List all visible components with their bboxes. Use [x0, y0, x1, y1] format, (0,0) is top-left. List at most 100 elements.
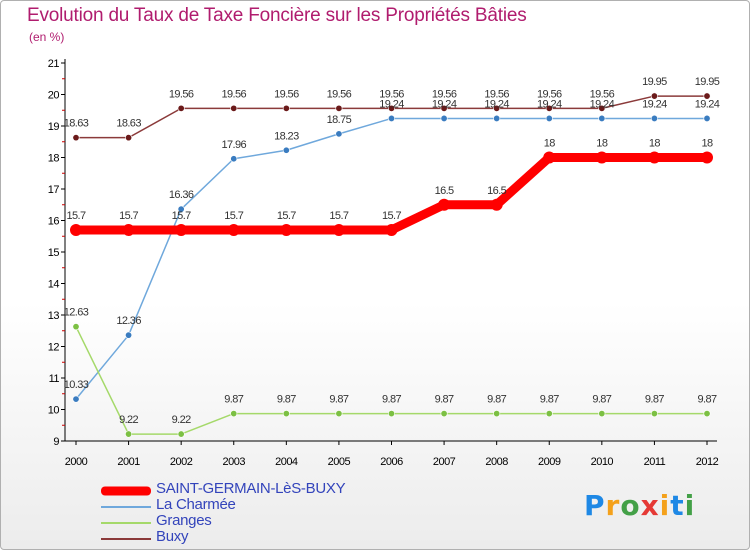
data-label: 19.56 — [590, 88, 615, 100]
data-label: 18.75 — [327, 114, 352, 126]
data-point — [595, 151, 608, 164]
data-point — [493, 114, 501, 122]
data-label: 12.36 — [116, 315, 141, 327]
data-label: 9.87 — [487, 394, 506, 406]
data-point — [703, 410, 711, 418]
chart-axes: 9 10 11 12 13 14 15 16 17 18 19 20 21 2000 2001 2002 200… — [48, 58, 719, 468]
data-point — [335, 104, 343, 112]
data-label: 19.56 — [274, 88, 299, 100]
data-point — [648, 151, 661, 164]
data-label: 19.24 — [379, 98, 404, 110]
y-tick-label: 19 — [48, 121, 60, 133]
data-point — [440, 114, 448, 122]
y-tick-label: 12 — [48, 342, 60, 354]
data-point — [177, 104, 185, 112]
x-tick-label: 2005 — [328, 456, 351, 468]
x-tick-label: 2010 — [591, 456, 614, 468]
data-point — [227, 223, 240, 236]
series-layer — [70, 92, 713, 438]
data-point — [177, 205, 185, 213]
data-label: 15.7 — [172, 210, 191, 222]
data-label: 16.36 — [169, 189, 194, 201]
data-label: 19.56 — [169, 88, 194, 100]
data-point — [598, 114, 606, 122]
x-tick-label: 2012 — [696, 456, 719, 468]
chart-subtitle: (en %) — [29, 30, 65, 44]
x-tick-label: 2006 — [380, 456, 403, 468]
x-tick-label: 2008 — [485, 456, 508, 468]
y-tick-label: 13 — [48, 310, 60, 322]
data-label: 9.22 — [172, 414, 191, 426]
data-point — [545, 410, 553, 418]
data-label: 19.56 — [327, 88, 352, 100]
legend-swatch — [101, 522, 151, 524]
y-tick-label: 21 — [48, 58, 60, 70]
data-point — [280, 223, 293, 236]
data-label: 9.87 — [382, 394, 401, 406]
data-point — [493, 104, 501, 112]
data-label: 18.23 — [274, 130, 299, 142]
data-label: 18.63 — [116, 118, 141, 130]
y-tick-label: 18 — [48, 153, 60, 165]
data-point — [493, 410, 501, 418]
data-point — [125, 331, 133, 339]
x-tick-label: 2001 — [117, 456, 140, 468]
logo-letter: t — [670, 489, 685, 522]
logo-letter: i — [684, 489, 696, 522]
chart-title: Evolution du Taux de Taxe Foncière sur l… — [27, 5, 527, 26]
data-point — [230, 104, 238, 112]
logo-letter: P — [584, 489, 606, 522]
y-tick-label: 17 — [48, 184, 60, 196]
legend-label: SAINT-GERMAIN-LèS-BUXY — [156, 480, 346, 497]
data-point — [703, 92, 711, 100]
data-label: 19.24 — [590, 98, 615, 110]
logo-letter: o — [620, 489, 641, 522]
data-label: 18.63 — [64, 118, 89, 130]
x-tick-label: 2011 — [644, 456, 666, 468]
data-label: 9.87 — [277, 394, 296, 406]
data-point — [545, 114, 553, 122]
data-point — [70, 223, 82, 236]
x-tick-label: 2007 — [433, 456, 456, 468]
x-tick-label: 2002 — [170, 456, 193, 468]
data-labels-layer: 10.33 12.36 16.36 17.96 18.23 18.75 19.24 19.24… — [64, 76, 721, 426]
data-point — [335, 130, 343, 138]
data-label: 18 — [596, 138, 608, 150]
legend-swatch — [101, 538, 151, 540]
data-label: 15.7 — [224, 210, 243, 222]
data-point — [440, 410, 448, 418]
data-label: 16.5 — [487, 185, 506, 197]
data-point — [282, 104, 290, 112]
data-point — [387, 104, 395, 112]
data-label: 18 — [649, 138, 661, 150]
data-label: 15.7 — [66, 210, 85, 222]
data-point — [385, 223, 398, 236]
y-tick-label: 15 — [48, 247, 60, 259]
data-point — [490, 198, 503, 211]
data-label: 15.7 — [277, 210, 296, 222]
data-label: 9.87 — [435, 394, 454, 406]
data-label: 10.33 — [64, 379, 89, 391]
logo-letter: x — [640, 489, 660, 522]
data-label: 19.24 — [642, 98, 667, 110]
x-tick-label: 2000 — [65, 456, 88, 468]
data-point — [543, 151, 556, 164]
logo-letter: i — [659, 489, 671, 522]
data-point — [122, 223, 135, 236]
data-label: 9.87 — [540, 394, 559, 406]
data-point — [125, 430, 133, 438]
data-label: 16.5 — [435, 185, 454, 197]
data-label: 19.95 — [642, 76, 667, 88]
data-label: 19.56 — [432, 88, 457, 100]
data-point — [230, 155, 238, 163]
x-tick-label: 2009 — [538, 456, 561, 468]
data-point — [701, 151, 713, 164]
data-label: 9.87 — [645, 394, 664, 406]
data-point — [72, 134, 80, 142]
legend-swatch — [101, 506, 151, 508]
data-point — [703, 114, 711, 122]
data-label: 19.95 — [695, 76, 720, 88]
data-label: 18 — [701, 138, 713, 150]
legend-label: La Charmée — [156, 496, 236, 513]
